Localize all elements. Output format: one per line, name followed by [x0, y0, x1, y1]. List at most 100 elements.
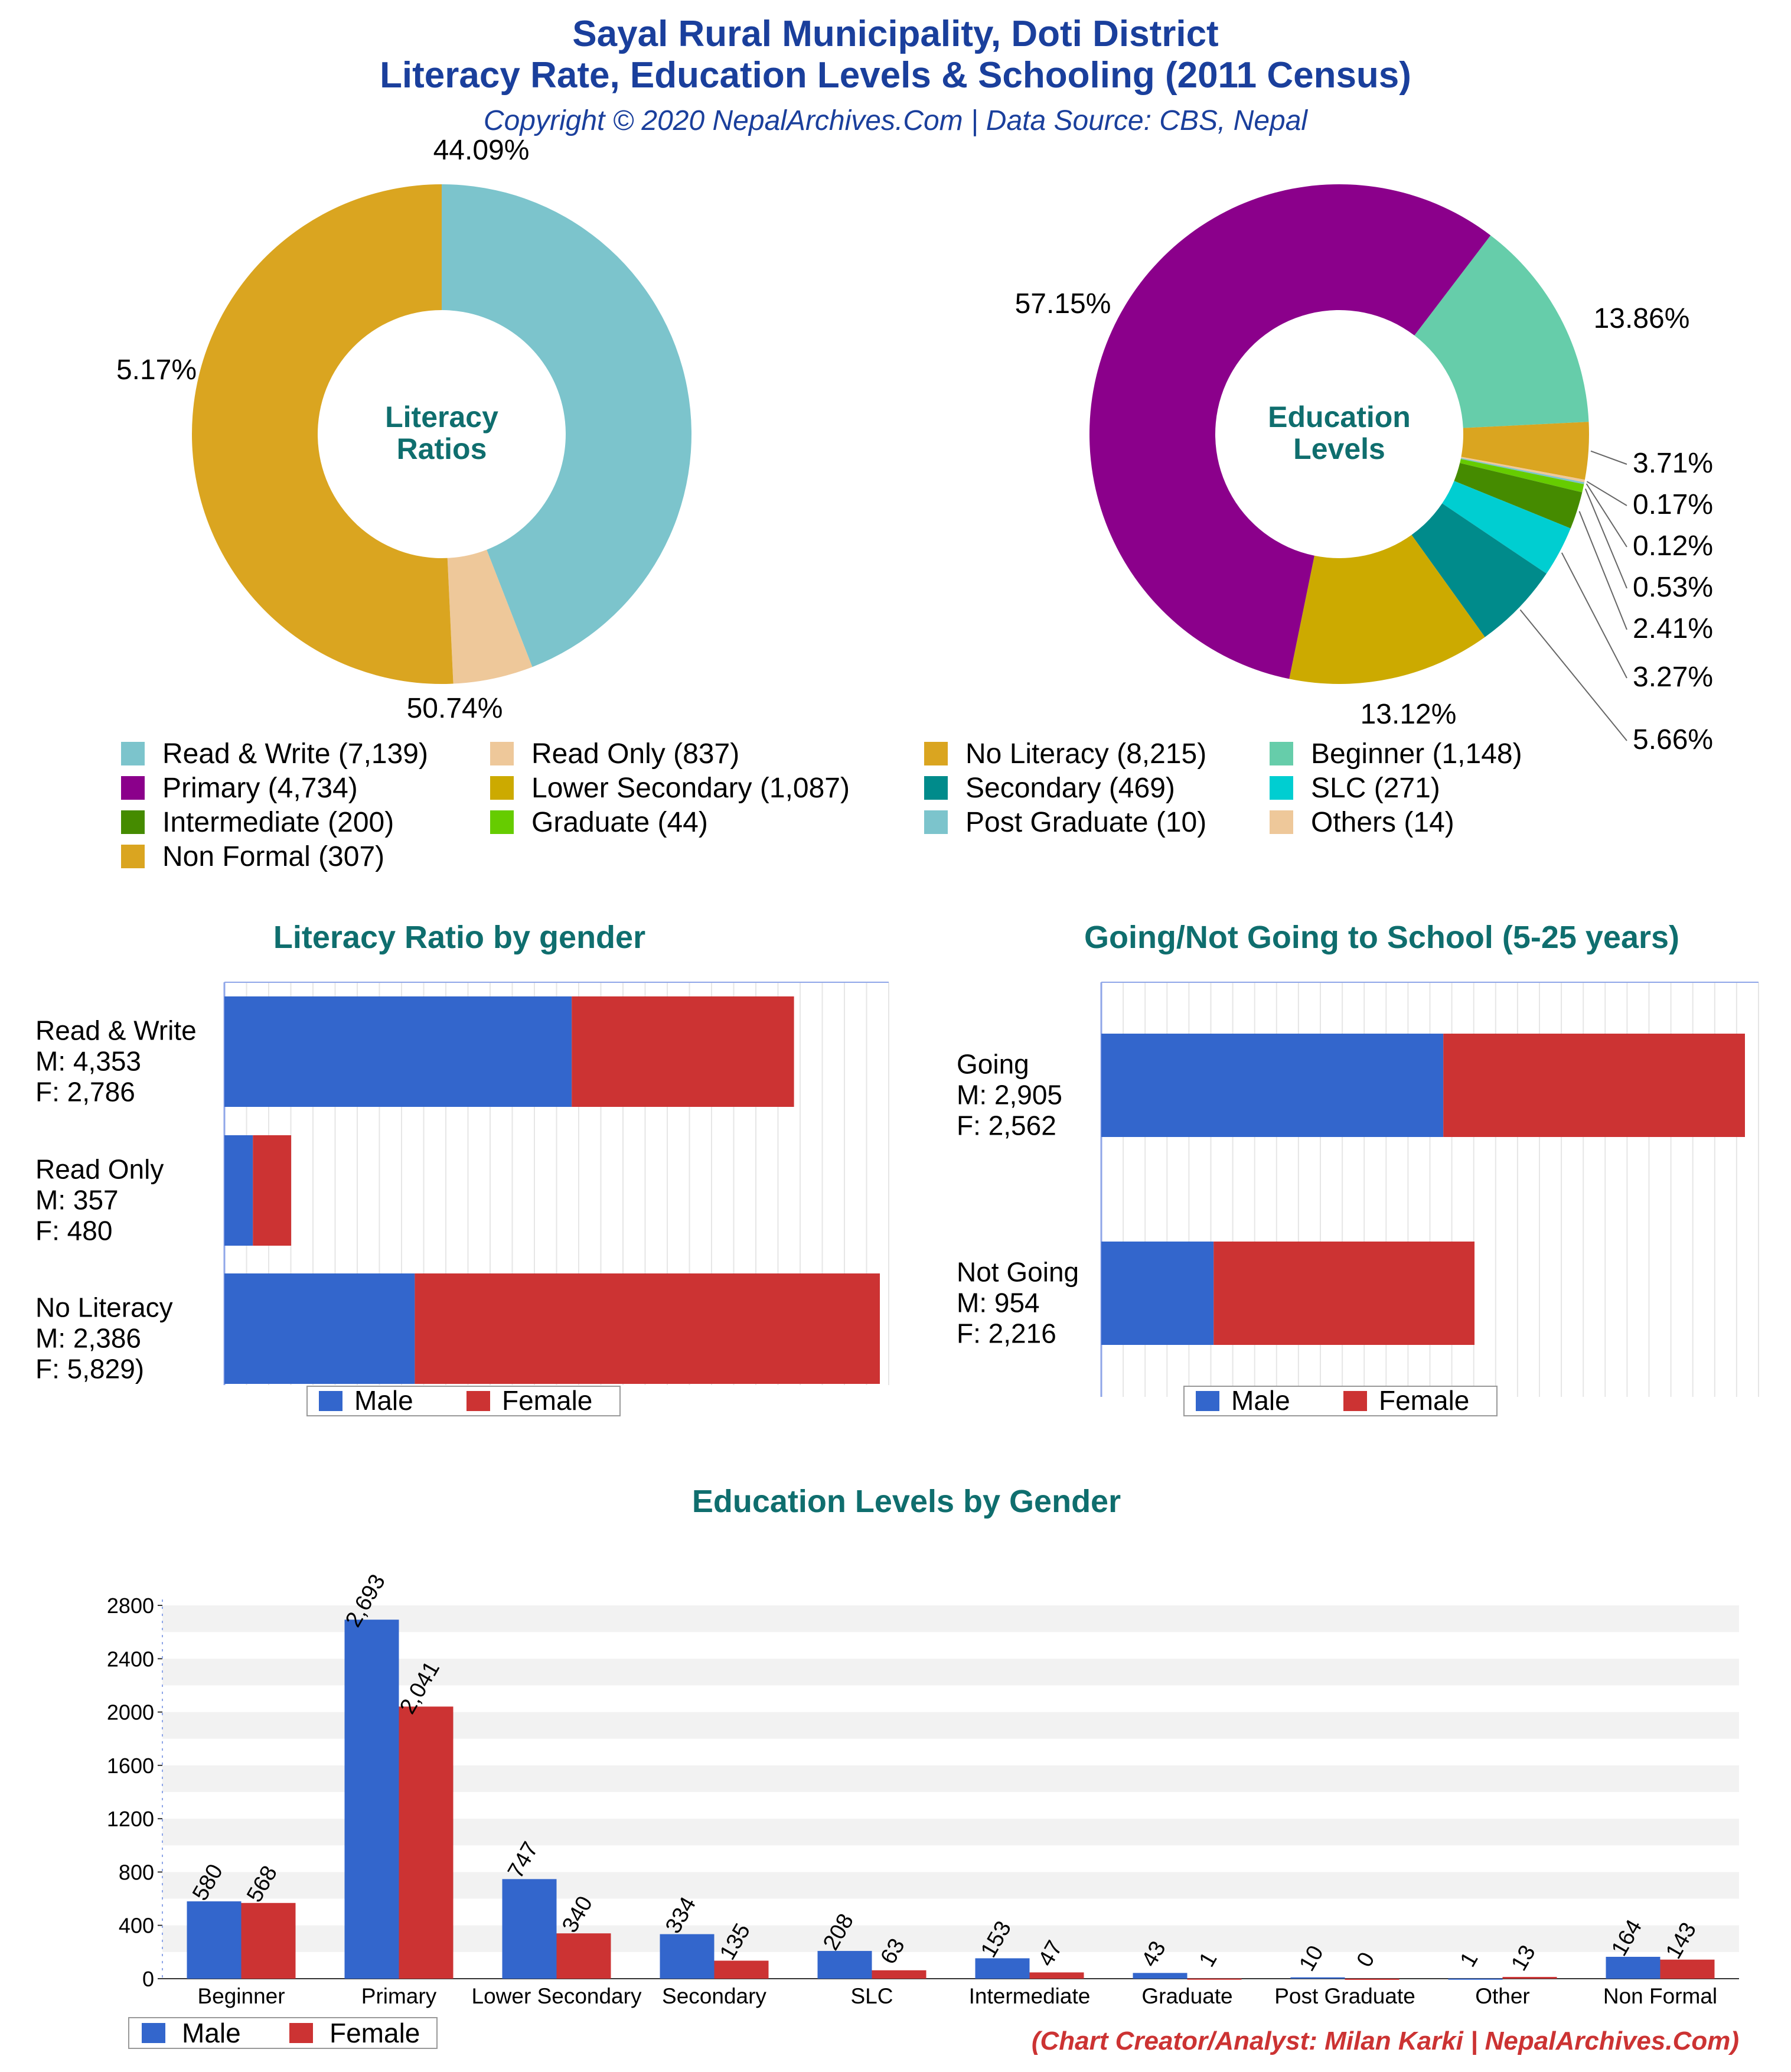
- hbar-male-bar: [1101, 1034, 1444, 1137]
- hbar-male-bar: [1101, 1242, 1214, 1345]
- donut2-percent-label: 13.86%: [1594, 303, 1690, 334]
- vbar-male-bar: [187, 1901, 242, 1979]
- legend-label-female: Female: [1379, 1385, 1469, 1416]
- donut2-leader-line: [1519, 609, 1627, 741]
- hbar-female-bar: [1443, 1034, 1745, 1137]
- legend-swatch-male: [319, 1391, 342, 1411]
- donut1-percent-label: 50.74%: [407, 693, 503, 724]
- vbar-grid-band: [162, 1605, 1739, 1633]
- chart-subtitle: Copyright © 2020 NepalArchives.Com | Dat…: [483, 105, 1308, 136]
- donut2-slice: [1289, 535, 1485, 684]
- hbar-category-label: M: 4,353: [35, 1046, 141, 1077]
- legend-label: Read Only (837): [531, 738, 739, 770]
- vbar-category-label: Other: [1475, 1984, 1530, 2008]
- donut2-percent-label: 0.53%: [1633, 572, 1713, 603]
- donut1-percent-label: 44.09%: [433, 135, 530, 166]
- donut2-slice: [1461, 457, 1585, 483]
- donut2-slice: [1460, 458, 1585, 484]
- donut2-percent-label: 2.41%: [1633, 613, 1713, 644]
- donut2-slice: [1461, 422, 1589, 480]
- legend-swatch: [924, 810, 948, 834]
- donut2-percent-label: 57.15%: [1015, 288, 1111, 320]
- vbar-female-bar: [1660, 1959, 1715, 1979]
- legend-swatch: [924, 776, 948, 800]
- vbar-male-bar: [1448, 1978, 1503, 1980]
- hbar-category-label: F: 2,562: [957, 1110, 1056, 1141]
- legend-swatch: [121, 742, 145, 765]
- legend-label: Others (14): [1311, 807, 1454, 838]
- legend-label-female: Female: [330, 2018, 420, 2048]
- donut1-center-label: Literacy: [385, 400, 498, 434]
- hbar-category-label: F: 2,216: [957, 1318, 1056, 1349]
- legend-label: Secondary (469): [965, 773, 1175, 804]
- donut2-slice: [1442, 481, 1571, 574]
- vbar-female-bar: [872, 1970, 927, 1979]
- legend-swatch-female: [289, 2023, 313, 2043]
- legend-swatch: [121, 810, 145, 834]
- vbar-category-label: Non Formal: [1603, 1984, 1717, 2008]
- legend-swatch-female: [1343, 1391, 1367, 1411]
- legend-label: SLC (271): [1311, 773, 1440, 804]
- vbar-male-bar: [1606, 1956, 1660, 1979]
- vbar-ytick-label: 2000: [107, 1700, 154, 1725]
- vbar-category-label: SLC: [851, 1984, 893, 2008]
- hbar-category-label: F: 480: [35, 1216, 112, 1246]
- vbar-ytick-label: 2400: [107, 1647, 154, 1671]
- donut2-leader-line: [1590, 450, 1627, 465]
- vbar-grid-band: [162, 1659, 1739, 1686]
- legend-label: No Literacy (8,215): [965, 738, 1206, 770]
- hbar-female-bar: [415, 1273, 880, 1384]
- chart-credit: (Chart Creator/Analyst: Milan Karki | Ne…: [1032, 2027, 1739, 2055]
- vbar-female-bar: [1187, 1978, 1242, 1980]
- legend-swatch: [490, 776, 514, 800]
- vbar-female-bar: [1345, 1979, 1399, 1980]
- vbar-ytick-label: 400: [119, 1914, 154, 1938]
- vbar-male-bar: [1290, 1977, 1345, 1979]
- vbar-ytick-label: 800: [119, 1860, 154, 1884]
- vbar-category-label: Primary: [361, 1984, 437, 2008]
- vbar-female-bar: [556, 1933, 611, 1979]
- vbar-chart-title: Education Levels by Gender: [692, 1484, 1121, 1519]
- donut2-slice: [1460, 459, 1584, 493]
- vbar-ytick-label: 0: [142, 1967, 154, 1991]
- hbar-chart-title: Going/Not Going to School (5-25 years): [1084, 920, 1679, 955]
- donut2-leader-line: [1584, 488, 1627, 589]
- legend-label: Non Formal (307): [162, 841, 384, 872]
- vbar-female-bar: [1502, 1977, 1557, 1979]
- vbar-ytick-label: 1200: [107, 1807, 154, 1831]
- donut2-percent-label: 5.66%: [1633, 724, 1713, 755]
- legend-label: Beginner (1,148): [1311, 738, 1522, 770]
- donut1-center-label: Ratios: [397, 432, 487, 465]
- vbar-male-bar: [817, 1951, 872, 1979]
- legend-label-female: Female: [502, 1385, 592, 1416]
- legend-label: Post Graduate (10): [965, 807, 1206, 838]
- vbar-category-label: Graduate: [1141, 1984, 1232, 2008]
- legend-swatch: [121, 776, 145, 800]
- vbar-male-bar: [502, 1879, 557, 1979]
- hbar-female-bar: [1213, 1242, 1475, 1345]
- legend-swatch-male: [1196, 1391, 1219, 1411]
- donut2-leader-line: [1586, 481, 1627, 506]
- school-attendance-chart: Going/Not Going to School (5-25 years) Go…: [957, 920, 1759, 1416]
- legend-label: Graduate (44): [531, 807, 708, 838]
- legend-swatch: [1270, 810, 1293, 834]
- vbar-male-bar: [660, 1934, 715, 1979]
- legend-label-male: Male: [1231, 1385, 1290, 1416]
- donut2-slice: [1414, 235, 1589, 428]
- hbar-category-label: M: 2,386: [35, 1323, 141, 1354]
- vbar-legend-box: [128, 2017, 438, 2049]
- hbar-category-label: Going: [957, 1049, 1029, 1080]
- legend-label-male: Male: [182, 2018, 241, 2048]
- hbar-category-label: No Literacy: [35, 1292, 173, 1323]
- vbar-male-bar: [344, 1620, 399, 1979]
- hbar-male-bar: [224, 1273, 415, 1384]
- donut2-slice: [1454, 462, 1583, 529]
- donut2-slice: [1089, 184, 1491, 679]
- vbar-ytick-label: 1600: [107, 1754, 154, 1778]
- donut1-slice: [447, 549, 533, 684]
- legend-label: Read & Write (7,139): [162, 738, 428, 770]
- legend-swatch: [1270, 776, 1293, 800]
- hbar-category-label: Not Going: [957, 1257, 1079, 1288]
